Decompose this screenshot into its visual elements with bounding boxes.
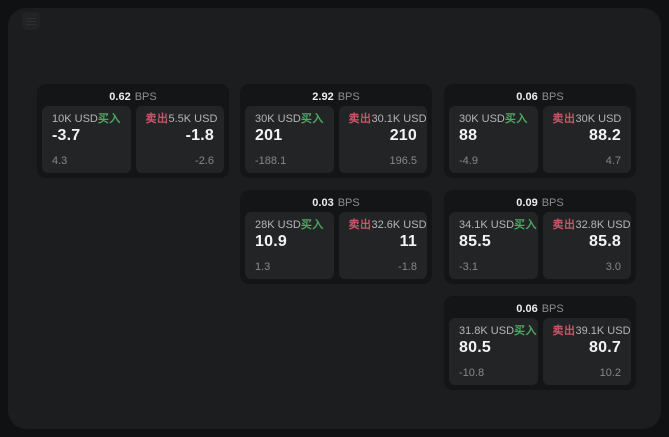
spread-header: 0.06 BPS (449, 300, 631, 318)
buy-panel[interactable]: 34.1K USD 买入 85.5 -3.1 (449, 212, 538, 279)
spread-value: 0.03 (312, 197, 334, 209)
spread-value: 0.62 (109, 91, 131, 103)
buy-delta: 4.3 (52, 155, 68, 167)
spread-value: 0.06 (516, 303, 538, 315)
quote-card: 0.06 BPS 30K USD 买入 88 -4.9 卖出 30K USD 8… (444, 84, 636, 178)
sell-notional: 39.1K USD (575, 325, 631, 337)
spread-unit: BPS (134, 91, 157, 103)
sell-delta: 4.7 (605, 155, 621, 167)
buy-badge: 买入 (300, 219, 324, 231)
buy-badge: 买入 (300, 113, 324, 125)
spread-unit: BPS (337, 197, 360, 209)
buy-badge: 买入 (514, 219, 538, 231)
sell-notional: 32.6K USD (371, 219, 427, 231)
spread-unit: BPS (541, 197, 564, 209)
sell-badge: 卖出 (348, 219, 372, 231)
sell-price: 88.2 (589, 127, 621, 144)
buy-panel[interactable]: 30K USD 买入 88 -4.9 (449, 106, 538, 173)
sell-panel[interactable]: 卖出 32.8K USD 85.8 3.0 (542, 212, 631, 279)
buy-panel[interactable]: 30K USD 买入 201 -188.1 (245, 106, 334, 173)
buy-delta: -10.8 (459, 367, 485, 379)
sell-panel[interactable]: 卖出 5.5K USD -1.8 -2.6 (135, 106, 224, 173)
spread-header: 2.92 BPS (245, 88, 427, 106)
buy-price: 10.9 (255, 233, 287, 250)
sell-price: -1.8 (185, 127, 214, 144)
buy-price: -3.7 (52, 127, 81, 144)
sell-price: 11 (399, 233, 417, 250)
buy-delta: -188.1 (255, 155, 287, 167)
quote-card: 0.09 BPS 34.1K USD 买入 85.5 -3.1 卖出 32.8K… (444, 190, 636, 284)
buy-badge: 买入 (514, 325, 538, 337)
buy-delta: -3.1 (459, 261, 478, 273)
buy-notional: 30K USD (459, 113, 505, 125)
sell-badge: 卖出 (552, 219, 576, 231)
menu-icon[interactable] (22, 12, 40, 30)
buy-notional: 31.8K USD (459, 325, 515, 337)
sell-notional: 30.1K USD (371, 113, 427, 125)
quote-card: 0.06 BPS 31.8K USD 买入 80.5 -10.8 卖出 39.1… (444, 296, 636, 390)
sell-panel[interactable]: 卖出 30.1K USD 210 196.5 (338, 106, 427, 173)
buy-notional: 10K USD (52, 113, 98, 125)
buy-badge: 买入 (504, 113, 528, 125)
spread-unit: BPS (541, 303, 564, 315)
sell-delta: 3.0 (605, 261, 621, 273)
sell-badge: 卖出 (552, 113, 576, 125)
buy-notional: 34.1K USD (459, 219, 515, 231)
sell-delta: -2.6 (195, 155, 214, 167)
sell-badge: 卖出 (145, 113, 169, 125)
spread-value: 2.92 (312, 91, 334, 103)
sell-panel[interactable]: 卖出 32.6K USD 11 -1.8 (338, 212, 427, 279)
quote-card: 2.92 BPS 30K USD 买入 201 -188.1 卖出 30.1K … (240, 84, 432, 178)
spread-header: 0.62 BPS (42, 88, 224, 106)
spread-unit: BPS (337, 91, 360, 103)
quote-card: 0.62 BPS 10K USD 买入 -3.7 4.3 卖出 5.5K USD… (37, 84, 229, 178)
buy-delta: -4.9 (459, 155, 478, 167)
spread-header: 0.06 BPS (449, 88, 631, 106)
sell-notional: 5.5K USD (168, 113, 218, 125)
sell-price: 80.7 (589, 339, 621, 356)
sell-panel[interactable]: 卖出 30K USD 88.2 4.7 (542, 106, 631, 173)
app-window: 0.62 BPS 10K USD 买入 -3.7 4.3 卖出 5.5K USD… (8, 8, 661, 429)
sell-panel[interactable]: 卖出 39.1K USD 80.7 10.2 (542, 318, 631, 385)
buy-price: 80.5 (459, 339, 491, 356)
sell-notional: 30K USD (575, 113, 622, 125)
sell-notional: 32.8K USD (575, 219, 631, 231)
sell-badge: 卖出 (348, 113, 372, 125)
buy-notional: 30K USD (255, 113, 301, 125)
spread-header: 0.09 BPS (449, 194, 631, 212)
buy-panel[interactable]: 10K USD 买入 -3.7 4.3 (42, 106, 131, 173)
quote-card: 0.03 BPS 28K USD 买入 10.9 1.3 卖出 32.6K US… (240, 190, 432, 284)
sell-delta: 196.5 (389, 155, 417, 167)
buy-notional: 28K USD (255, 219, 301, 231)
buy-price: 201 (255, 127, 283, 144)
spread-value: 0.09 (516, 197, 538, 209)
buy-price: 85.5 (459, 233, 491, 250)
buy-delta: 1.3 (255, 261, 271, 273)
sell-badge: 卖出 (552, 325, 576, 337)
sell-price: 85.8 (589, 233, 621, 250)
spread-header: 0.03 BPS (245, 194, 427, 212)
buy-price: 88 (459, 127, 478, 144)
buy-panel[interactable]: 31.8K USD 买入 80.5 -10.8 (449, 318, 538, 385)
spread-unit: BPS (541, 91, 564, 103)
sell-price: 210 (389, 127, 417, 144)
spread-value: 0.06 (516, 91, 538, 103)
buy-badge: 买入 (97, 113, 121, 125)
buy-panel[interactable]: 28K USD 买入 10.9 1.3 (245, 212, 334, 279)
sell-delta: -1.8 (398, 261, 417, 273)
sell-delta: 10.2 (599, 367, 621, 379)
